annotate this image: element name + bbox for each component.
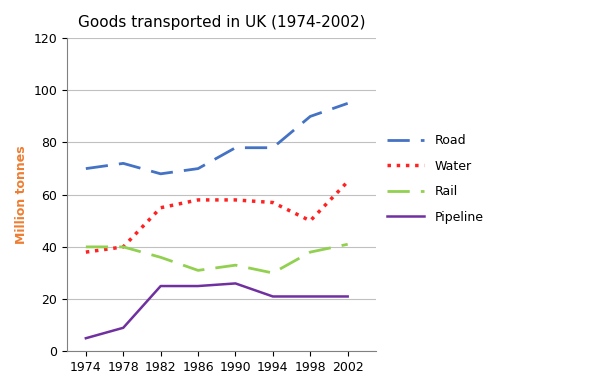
Rail bbox=[195, 268, 202, 273]
Road bbox=[344, 101, 351, 106]
Pipeline bbox=[231, 281, 239, 286]
Rail bbox=[269, 271, 276, 275]
Line: Pipeline: Pipeline bbox=[86, 284, 348, 338]
Pipeline bbox=[306, 294, 314, 299]
Pipeline bbox=[82, 336, 90, 340]
Water bbox=[306, 219, 314, 223]
Water bbox=[82, 250, 90, 254]
Road bbox=[120, 161, 127, 166]
Line: Road: Road bbox=[86, 103, 348, 174]
Water bbox=[195, 198, 202, 202]
Rail bbox=[344, 242, 351, 247]
Water bbox=[231, 198, 239, 202]
Road bbox=[157, 172, 165, 176]
Pipeline bbox=[269, 294, 276, 299]
Water bbox=[344, 179, 351, 184]
Road bbox=[269, 145, 276, 150]
Line: Rail: Rail bbox=[86, 244, 348, 273]
Road bbox=[195, 166, 202, 171]
Road bbox=[82, 166, 90, 171]
Pipeline bbox=[195, 284, 202, 288]
Road bbox=[306, 114, 314, 119]
Water bbox=[269, 200, 276, 205]
Water bbox=[120, 245, 127, 249]
Pipeline bbox=[344, 294, 351, 299]
Rail bbox=[231, 263, 239, 268]
Pipeline bbox=[120, 326, 127, 330]
Line: Water: Water bbox=[86, 182, 348, 252]
Road bbox=[231, 145, 239, 150]
Rail bbox=[120, 245, 127, 249]
Rail bbox=[82, 245, 90, 249]
Rail bbox=[157, 255, 165, 260]
Rail bbox=[306, 250, 314, 254]
Water bbox=[157, 205, 165, 210]
Title: Goods transported in UK (1974-2002): Goods transported in UK (1974-2002) bbox=[78, 15, 365, 30]
Y-axis label: Million tonnes: Million tonnes bbox=[15, 145, 28, 244]
Legend: Road, Water, Rail, Pipeline: Road, Water, Rail, Pipeline bbox=[382, 129, 489, 229]
Pipeline bbox=[157, 284, 165, 288]
